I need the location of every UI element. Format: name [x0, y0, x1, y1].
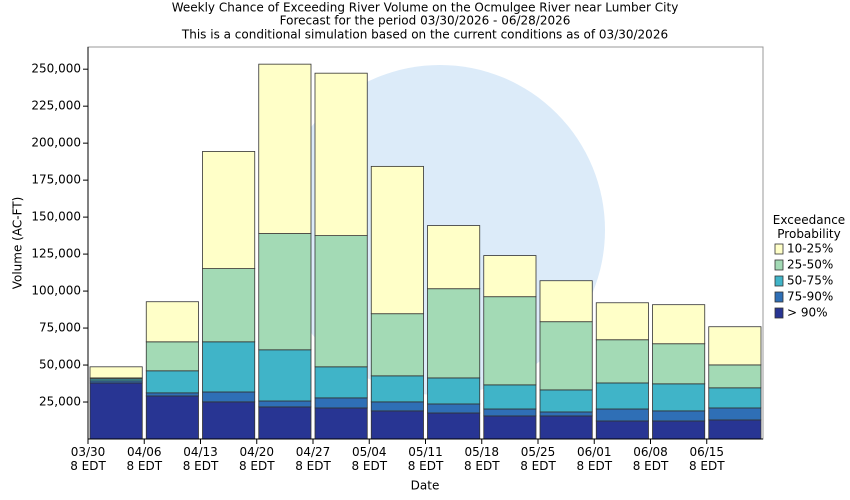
bar-segment	[652, 343, 706, 385]
bar-segment	[145, 341, 199, 372]
bar-segment	[89, 366, 143, 379]
legend-swatch	[774, 259, 784, 271]
bar-segment	[427, 377, 481, 405]
legend-swatch	[774, 275, 784, 287]
bar-segment	[539, 415, 593, 440]
bar-segment	[427, 225, 481, 290]
bar-segment	[708, 387, 762, 409]
x-tick-label: 06/15 8 EDT	[688, 445, 725, 473]
bar-segment	[258, 233, 312, 351]
legend-swatch	[774, 307, 784, 319]
bar-segment	[202, 391, 256, 403]
x-tick-label: 05/18 8 EDT	[463, 445, 500, 473]
bar-segment	[370, 313, 424, 377]
x-tick-label: 04/27 8 EDT	[295, 445, 331, 473]
bar-segment	[314, 366, 368, 399]
legend-label: 75-90%	[787, 290, 833, 304]
bar-segment	[314, 407, 368, 440]
bar-segment	[483, 415, 537, 440]
bar-segment	[708, 407, 762, 421]
legend-label: 25-50%	[787, 258, 833, 272]
bar-segment	[145, 392, 199, 397]
bar-segment	[539, 411, 593, 417]
legend-title: Exceedance Probability	[772, 213, 846, 241]
y-tick-label: 125,000	[31, 247, 81, 261]
bar-segment	[258, 400, 312, 408]
bar-segment	[202, 401, 256, 440]
bar-segment	[145, 301, 199, 343]
x-tick-label: 06/01 8 EDT	[576, 445, 613, 473]
bar-segment	[370, 375, 424, 403]
y-tick-label: 75,000	[39, 321, 81, 335]
chart-subtitle: This is a conditional simulation based o…	[181, 28, 668, 42]
bar-segment	[483, 408, 537, 417]
bar-segment	[595, 420, 649, 440]
y-tick-label: 150,000	[31, 210, 81, 224]
y-tick-label: 50,000	[39, 358, 81, 372]
bar-segment	[708, 419, 762, 440]
chart-title: Weekly Chance of Exceeding River Volume …	[172, 1, 679, 15]
x-tick-label: 04/13 8 EDT	[182, 445, 219, 473]
bar-segment	[595, 339, 649, 384]
bar-segment	[427, 412, 481, 440]
bar-segment	[652, 410, 706, 422]
x-tick-label: 05/25 8 EDT	[520, 445, 556, 473]
y-tick-label: 100,000	[31, 284, 81, 298]
x-tick-label: 05/04 8 EDT	[351, 445, 388, 473]
bar-segment	[595, 408, 649, 422]
bar-segment	[258, 406, 312, 440]
bar-segment	[258, 349, 312, 402]
bar-segment	[595, 302, 649, 341]
bar-segment	[314, 397, 368, 409]
bar-segment	[370, 165, 424, 315]
bar-segment	[427, 403, 481, 414]
bar-segment	[483, 296, 537, 386]
legend-swatch	[774, 243, 784, 255]
bar-segment	[427, 288, 481, 379]
bar-segment	[314, 235, 368, 368]
y-tick-label: 250,000	[31, 62, 81, 76]
x-tick-label: 03/30 8 EDT	[70, 445, 106, 473]
bar-segment	[89, 382, 143, 440]
bar-segment	[145, 395, 199, 440]
bar-segment	[483, 255, 537, 298]
bar-segment	[708, 326, 762, 366]
bar-segment	[202, 268, 256, 343]
chart-subtitle: Forecast for the period 03/30/2026 - 06/…	[280, 14, 571, 28]
legend-swatch	[774, 291, 784, 303]
bar-segment	[258, 63, 312, 234]
x-tick-label: 04/06 8 EDT	[126, 445, 163, 473]
bar-segment	[202, 151, 256, 269]
x-tick-label: 06/08 8 EDT	[632, 445, 669, 473]
y-tick-label: 25,000	[39, 395, 81, 409]
bar-segment	[370, 410, 424, 440]
bar-segment	[314, 72, 368, 237]
x-tick-label: 05/11 8 EDT	[407, 445, 444, 473]
bar-segment	[652, 420, 706, 440]
bar-segment	[370, 401, 424, 412]
x-axis-label: Date	[411, 479, 440, 493]
legend-label: 50-75%	[787, 274, 833, 288]
bar-segment	[483, 384, 537, 410]
bar-segment	[652, 304, 706, 345]
y-tick-label: 200,000	[31, 136, 81, 150]
y-tick-label: 225,000	[31, 99, 81, 113]
x-tick-label: 04/20 8 EDT	[238, 445, 275, 473]
bar-segment	[595, 382, 649, 410]
bar-segment	[652, 383, 706, 412]
bar-segment	[708, 364, 762, 389]
legend-label: 10-25%	[787, 242, 833, 256]
bar-segment	[539, 321, 593, 391]
y-axis-label: Volume (AC-FT)	[11, 197, 25, 290]
bar-segment	[539, 280, 593, 323]
y-tick-label: 175,000	[31, 173, 81, 187]
legend-label: > 90%	[787, 306, 828, 320]
bar-segment	[202, 341, 256, 393]
bar-segment	[145, 370, 199, 394]
bar-segment	[539, 389, 593, 413]
